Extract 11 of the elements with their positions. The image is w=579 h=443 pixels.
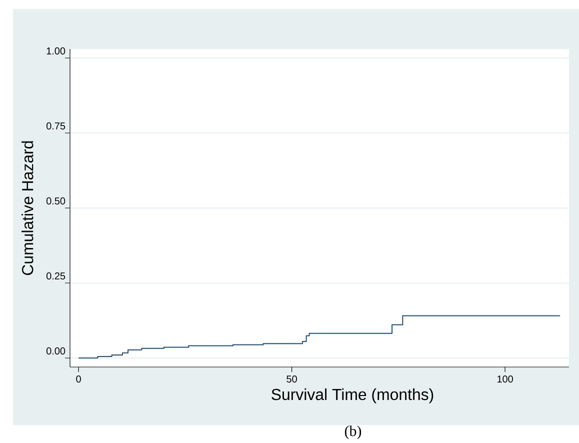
x-axis-title: Survival Time (months): [272, 388, 434, 404]
y-tick-label: 0.25: [46, 272, 66, 280]
y-tick-label: 0.50: [46, 198, 66, 205]
x-tick-label: 0: [76, 376, 81, 383]
y-tick-label: 0.00: [46, 348, 66, 355]
y-tick-label: 0.75: [46, 122, 66, 130]
y-axis-title: Cumulative Hazard: [22, 142, 34, 276]
x-tick-label: 50: [286, 376, 297, 383]
y-tick-label: 1.00: [46, 48, 66, 55]
text: (b): [344, 426, 362, 440]
x-tick-label: 100: [497, 376, 513, 383]
